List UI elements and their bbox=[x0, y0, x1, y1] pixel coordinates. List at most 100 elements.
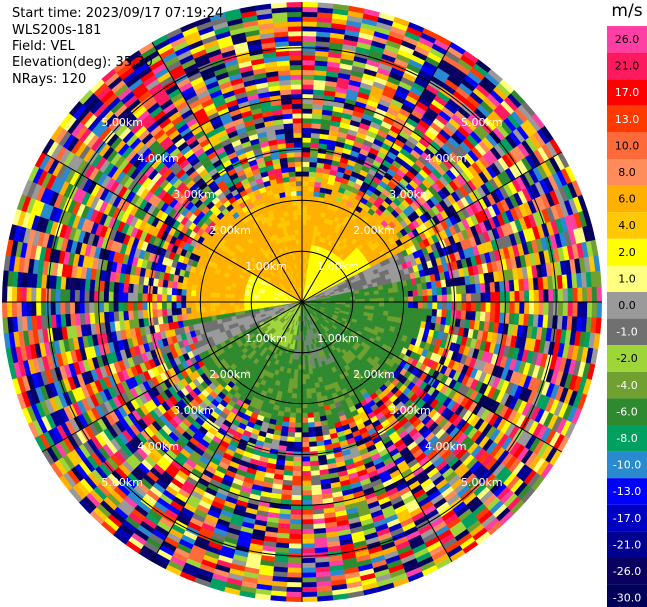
range-ring-labels: 1.00km 1.00km 1.00km 1.00km 2.00km 2.00km 2.00… bbox=[101, 116, 502, 489]
range-ring-label: 5.00km bbox=[101, 476, 143, 489]
range-grid bbox=[2, 2, 602, 602]
ray bbox=[301, 301, 466, 563]
colorbar-tick-label: 2.0 bbox=[618, 246, 636, 259]
colorbar-box bbox=[607, 292, 647, 319]
ray bbox=[301, 194, 588, 303]
ray bbox=[101, 301, 303, 536]
range-ring-label: 4.00km bbox=[137, 440, 179, 453]
colorbar-box bbox=[607, 26, 647, 53]
ray bbox=[179, 301, 303, 583]
colorbar-tick-label: -10.0 bbox=[613, 459, 641, 472]
ray bbox=[301, 239, 599, 303]
colorbar-box bbox=[607, 185, 647, 213]
ray bbox=[286, 301, 303, 602]
colorbar-box bbox=[607, 398, 647, 425]
ray bbox=[34, 301, 303, 453]
ray bbox=[301, 224, 596, 303]
colorbar-tick-label: -13.0 bbox=[613, 485, 641, 498]
ray bbox=[301, 27, 439, 303]
colorbar-box bbox=[607, 504, 647, 532]
ray bbox=[270, 301, 303, 602]
ray bbox=[301, 59, 492, 303]
ray bbox=[301, 101, 536, 303]
range-ring-label: 5.00km bbox=[461, 476, 503, 489]
ray bbox=[16, 301, 303, 410]
colorbar-box bbox=[607, 451, 647, 479]
azimuth-spoke bbox=[151, 41, 303, 303]
colorbar-tick-label: 8.0 bbox=[618, 166, 636, 179]
ray bbox=[301, 301, 593, 395]
ray bbox=[301, 301, 425, 583]
azimuth-spoke bbox=[41, 151, 303, 303]
range-ring-label: 5.00km bbox=[461, 116, 503, 129]
ray bbox=[301, 112, 545, 303]
colorbar-tick-label: 4.0 bbox=[618, 219, 636, 232]
colorbar-tick-label: 0.0 bbox=[618, 299, 636, 312]
ray bbox=[11, 301, 303, 395]
colorbar-box bbox=[607, 425, 647, 452]
field-label: Field: VEL bbox=[12, 39, 75, 54]
colorbar-box bbox=[607, 558, 647, 585]
ray bbox=[138, 41, 303, 303]
ray bbox=[78, 301, 303, 515]
range-ring-label: 1.00km bbox=[317, 260, 359, 273]
ray bbox=[112, 59, 303, 303]
colorbar-tick-label: -21.0 bbox=[613, 538, 641, 551]
colorbar-tick-label: 26.0 bbox=[615, 33, 640, 46]
colorbar-box bbox=[607, 105, 647, 133]
colorbar-tick-label: -26.0 bbox=[613, 565, 641, 578]
range-ring-label: 2.00km bbox=[209, 224, 251, 237]
range-ring-label: 4.00km bbox=[137, 152, 179, 165]
ray bbox=[301, 270, 602, 303]
ray bbox=[5, 301, 303, 365]
colorbar-tick-label: -2.0 bbox=[616, 352, 637, 365]
range-ring-label: 2.00km bbox=[209, 368, 251, 381]
range-ring-label: 1.00km bbox=[245, 332, 287, 345]
colorbar-tick-label: 6.0 bbox=[618, 193, 636, 206]
ray bbox=[125, 301, 303, 554]
ray bbox=[254, 3, 303, 303]
colorbar-tick-label: 13.0 bbox=[615, 113, 640, 126]
ray bbox=[301, 209, 593, 303]
elevation-label: Elevation(deg): 35.30 bbox=[12, 55, 153, 70]
ray bbox=[301, 78, 515, 303]
range-ring-label: 2.00km bbox=[353, 368, 395, 381]
colorbar-box bbox=[607, 265, 647, 292]
ray bbox=[301, 8, 380, 303]
colorbar-box bbox=[607, 584, 647, 607]
start-time-label: Start time: 2023/09/17 07:19:24 bbox=[12, 6, 224, 21]
range-ring-label: 1.00km bbox=[245, 260, 287, 273]
ray bbox=[27, 165, 303, 303]
range-ring-label: 3.00km bbox=[389, 404, 431, 417]
ray bbox=[138, 301, 303, 563]
ray bbox=[3, 254, 303, 303]
colorbar-box bbox=[607, 531, 647, 558]
azimuth-spoke bbox=[151, 301, 303, 563]
range-ring-label: 4.00km bbox=[425, 440, 467, 453]
colorbar-tick-label: -17.0 bbox=[613, 512, 641, 525]
ray bbox=[301, 301, 334, 602]
ray bbox=[8, 224, 303, 303]
ray bbox=[301, 179, 583, 303]
ray bbox=[21, 301, 303, 425]
ray bbox=[301, 89, 526, 303]
range-ring-label: 3.00km bbox=[173, 188, 215, 201]
colorbar-box bbox=[607, 238, 647, 266]
colorbar-box bbox=[607, 478, 647, 505]
colorbar-tick-label: -4.0 bbox=[616, 379, 637, 392]
colorbar-tick-label: -30.0 bbox=[613, 592, 641, 605]
ray bbox=[301, 301, 380, 596]
azimuth-spoke bbox=[301, 301, 453, 563]
ray bbox=[270, 2, 303, 303]
colorbar-box bbox=[607, 52, 647, 80]
ray bbox=[209, 11, 303, 303]
ray bbox=[301, 301, 350, 601]
colorbar-title: m/s bbox=[611, 1, 642, 21]
range-ring-label: 1.00km bbox=[317, 332, 359, 345]
instrument-label: WLS200s-181 bbox=[12, 23, 102, 38]
colorbar-tick-label: -8.0 bbox=[616, 432, 637, 445]
azimuth-spoke bbox=[301, 41, 453, 303]
ray bbox=[301, 301, 601, 350]
ray bbox=[301, 301, 365, 599]
